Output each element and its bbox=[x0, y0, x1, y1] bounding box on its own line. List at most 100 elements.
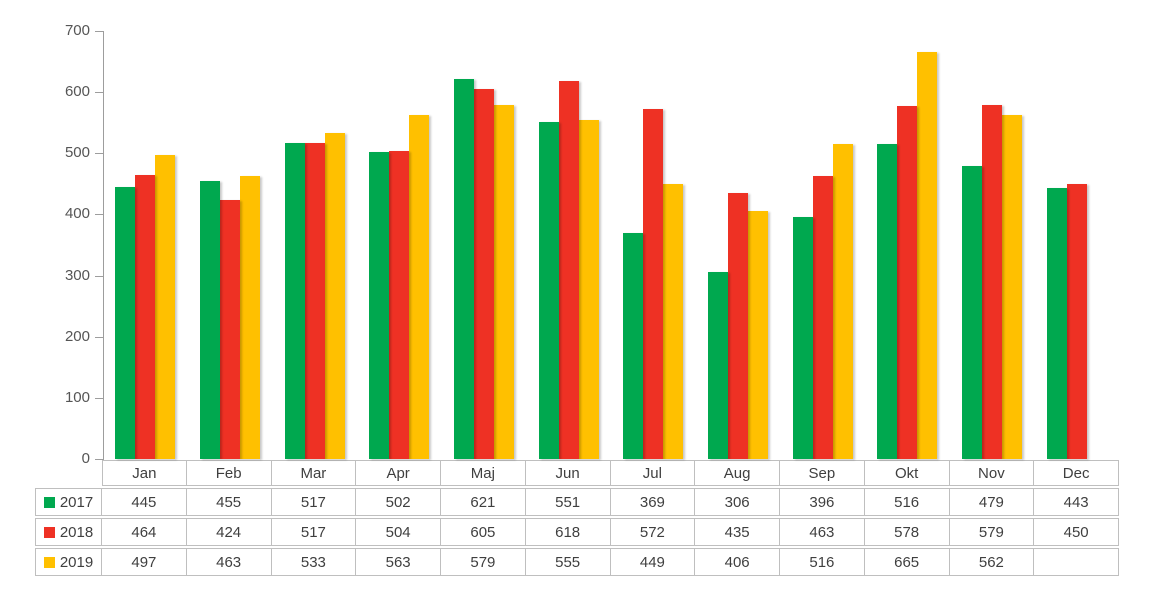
series-label: 2018 bbox=[59, 523, 94, 541]
month-header-cell: Sep bbox=[780, 460, 865, 486]
value-cell: 517 bbox=[271, 518, 357, 546]
y-axis-tick bbox=[95, 397, 103, 399]
bar-2018-Mar bbox=[304, 142, 325, 459]
value-cell: 445 bbox=[102, 488, 187, 516]
series-label: 2017 bbox=[59, 493, 94, 511]
value-cell: 497 bbox=[102, 548, 187, 576]
bar-2019-Jan bbox=[155, 155, 176, 459]
value-cell: 579 bbox=[949, 518, 1035, 546]
bar-2017-Apr bbox=[369, 152, 390, 459]
bar-2018-Jul bbox=[643, 109, 664, 459]
value-cell bbox=[1034, 548, 1119, 576]
y-axis-tick bbox=[95, 31, 103, 32]
legend-swatch-icon bbox=[43, 526, 55, 538]
bar-2018-Jan bbox=[135, 175, 156, 459]
bar-2018-Maj bbox=[474, 89, 494, 459]
table-row-2019: 2019 497 463 533 563 579 555 449 406 516 665 562 bbox=[35, 548, 1119, 576]
bar-2018-Apr bbox=[389, 150, 410, 459]
month-header-cell: Aug bbox=[695, 460, 780, 486]
value-cell: 504 bbox=[356, 518, 441, 546]
value-cell: 578 bbox=[864, 518, 950, 546]
value-cell: 551 bbox=[525, 488, 611, 516]
value-cell: 572 bbox=[610, 518, 696, 546]
bar-2017-Okt bbox=[877, 143, 898, 459]
bar-2018-Jun bbox=[558, 81, 579, 459]
month-header-cell: Feb bbox=[186, 460, 272, 486]
value-cell: 435 bbox=[695, 518, 780, 546]
value-cell: 533 bbox=[271, 548, 357, 576]
y-axis-tick bbox=[95, 459, 103, 460]
bar-2019-Okt bbox=[917, 52, 938, 459]
bar-2018-Aug bbox=[728, 193, 748, 459]
y-axis-label: 0 bbox=[81, 450, 90, 467]
y-axis-label: 300 bbox=[64, 266, 90, 284]
bar-2018-Okt bbox=[897, 105, 918, 459]
legend-swatch-icon bbox=[43, 496, 55, 508]
value-cell: 517 bbox=[271, 488, 357, 516]
value-cell: 463 bbox=[780, 518, 865, 546]
value-cell: 618 bbox=[525, 518, 611, 546]
value-cell: 396 bbox=[780, 488, 865, 516]
value-cell: 605 bbox=[441, 518, 526, 546]
legend-cell: 2017 bbox=[35, 488, 102, 516]
plot-area bbox=[103, 31, 1119, 459]
bar-2019-Nov bbox=[1002, 115, 1022, 459]
series-label: 2019 bbox=[59, 553, 94, 571]
value-cell: 369 bbox=[610, 488, 696, 516]
y-axis-label: 100 bbox=[64, 388, 90, 406]
value-cell: 621 bbox=[441, 488, 526, 516]
value-cell: 516 bbox=[780, 548, 865, 576]
bar-2017-Jun bbox=[538, 122, 559, 459]
y-axis-tick bbox=[95, 214, 103, 216]
table-header-row: Jan Feb Mar Apr Maj Jun Jul Aug Sep Okt Nov Dec bbox=[35, 460, 1119, 486]
bar-2017-Jan bbox=[115, 186, 136, 459]
bar-2019-Aug bbox=[748, 210, 768, 459]
value-cell: 450 bbox=[1034, 518, 1119, 546]
bar-2019-Feb bbox=[240, 175, 260, 459]
bar-2017-Maj bbox=[454, 79, 474, 459]
value-cell: 306 bbox=[695, 488, 780, 516]
value-cell: 502 bbox=[356, 488, 441, 516]
value-cell: 463 bbox=[186, 548, 272, 576]
bar-2019-Apr bbox=[409, 114, 430, 459]
value-cell: 579 bbox=[441, 548, 526, 576]
month-header-cell: Jan bbox=[102, 460, 187, 486]
month-header-cell: Okt bbox=[864, 460, 950, 486]
value-cell: 464 bbox=[102, 518, 187, 546]
y-axis-line bbox=[103, 31, 104, 460]
bar-2019-Maj bbox=[494, 104, 514, 459]
value-cell: 479 bbox=[949, 488, 1035, 516]
bar-2017-Dec bbox=[1046, 188, 1067, 459]
bar-2019-Mar bbox=[324, 133, 345, 459]
table-corner-cell bbox=[35, 460, 102, 486]
value-cell: 455 bbox=[186, 488, 272, 516]
bar-2017-Mar bbox=[284, 142, 305, 459]
bar-2019-Jun bbox=[578, 119, 599, 459]
value-cell: 449 bbox=[610, 548, 696, 576]
y-axis-label: 500 bbox=[64, 144, 90, 162]
value-cell: 555 bbox=[525, 548, 611, 576]
y-axis-tick bbox=[95, 336, 103, 338]
table-row-2018: 2018 464 424 517 504 605 618 572 435 463 578 579 450 bbox=[35, 518, 1119, 546]
y-axis-tick bbox=[95, 275, 103, 277]
bar-2019-Sep bbox=[832, 143, 853, 459]
bar-2018-Feb bbox=[220, 199, 240, 459]
legend-cell: 2018 bbox=[35, 518, 102, 546]
table-row-2017: 2017 445 455 517 502 621 551 369 306 396 516 479 443 bbox=[35, 488, 1119, 516]
month-header-cell: Mar bbox=[271, 460, 357, 486]
month-header-cell: Nov bbox=[949, 460, 1035, 486]
value-cell: 563 bbox=[356, 548, 441, 576]
y-axis-label: 600 bbox=[64, 83, 90, 101]
legend-swatch-icon bbox=[43, 556, 55, 568]
bar-2019-Jul bbox=[663, 184, 684, 459]
y-axis-label: 200 bbox=[64, 327, 90, 345]
value-cell: 562 bbox=[949, 548, 1035, 576]
month-header-cell: Jun bbox=[525, 460, 611, 486]
bar-2017-Nov bbox=[962, 166, 982, 459]
data-table: Jan Feb Mar Apr Maj Jun Jul Aug Sep Okt Nov Dec 2017… bbox=[35, 458, 1119, 578]
value-cell: 665 bbox=[864, 548, 950, 576]
month-header-cell: Apr bbox=[356, 460, 441, 486]
value-cell: 443 bbox=[1034, 488, 1119, 516]
y-axis-tick bbox=[95, 153, 103, 155]
